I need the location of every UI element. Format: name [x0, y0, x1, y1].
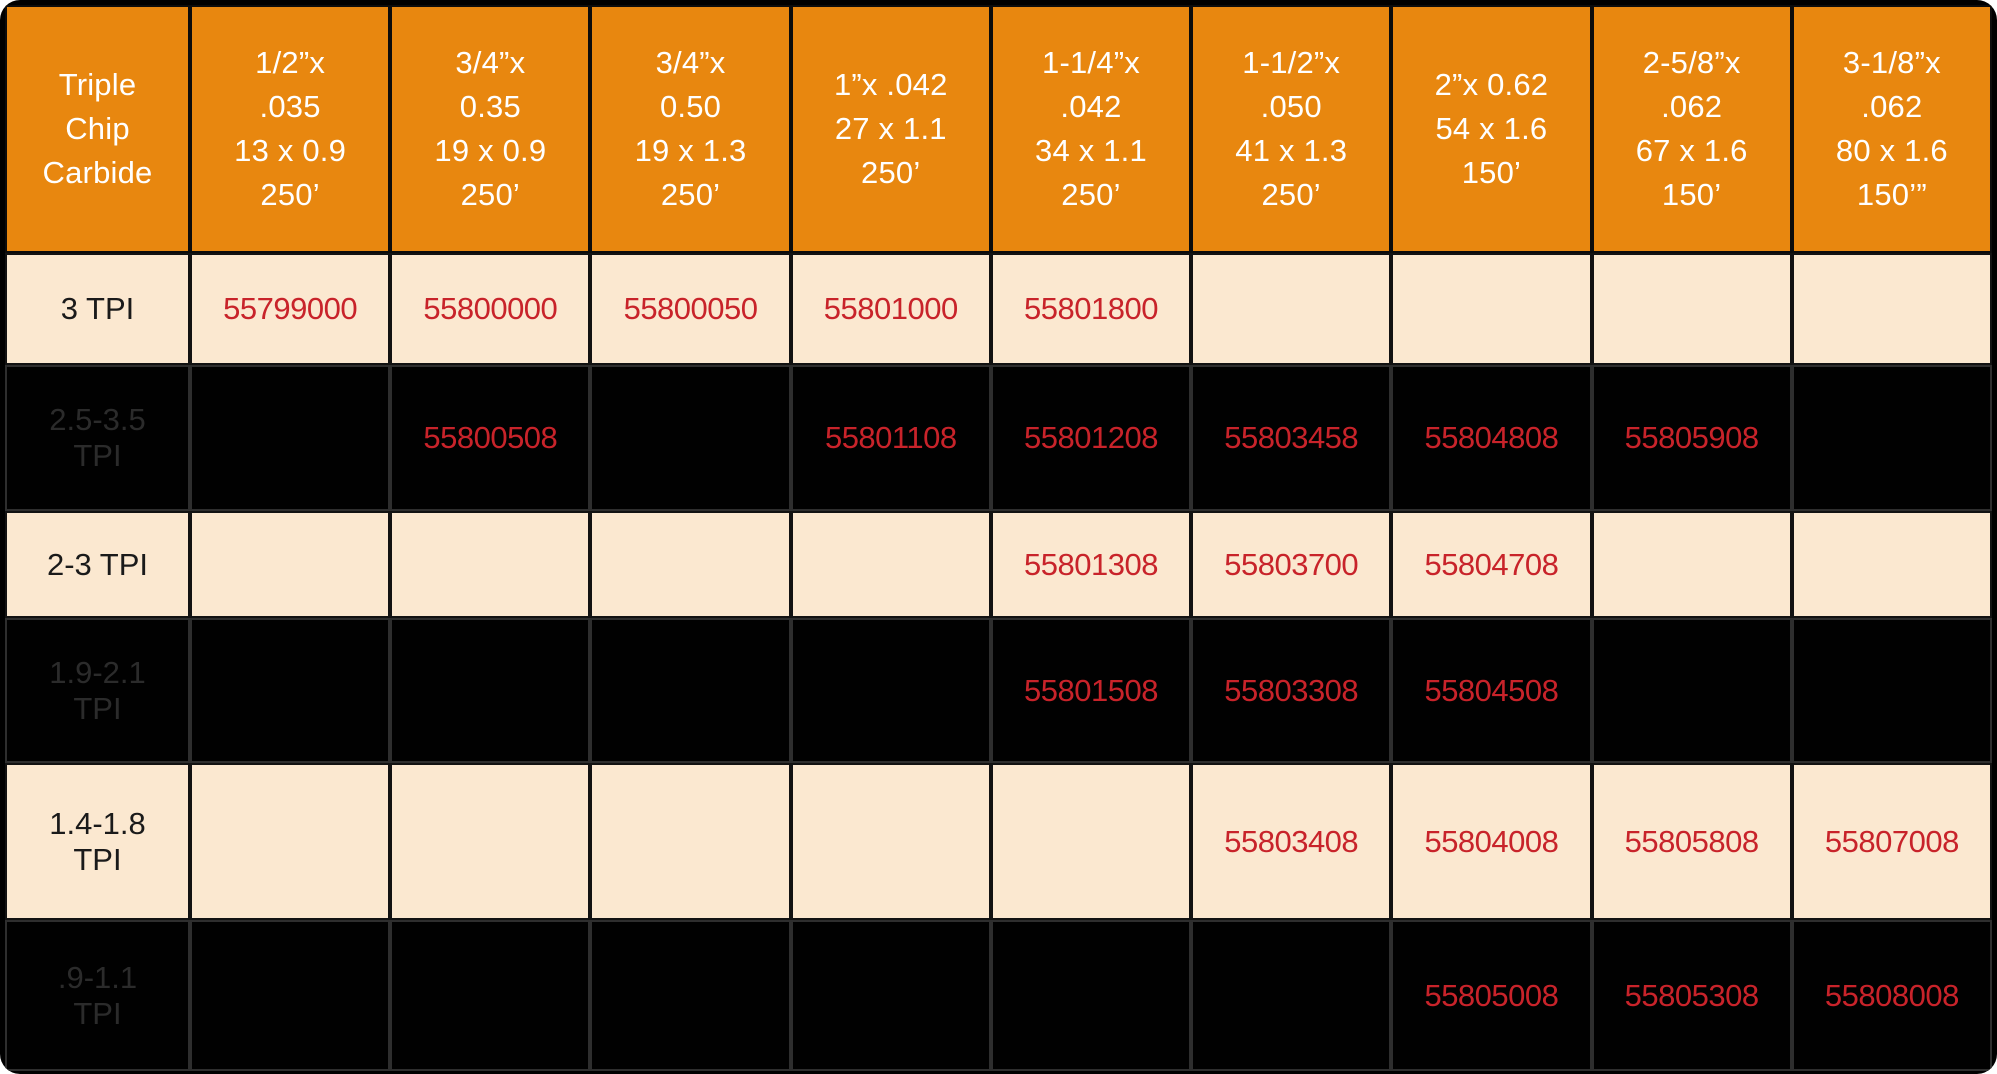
- part-number-cell: 55800000: [390, 253, 591, 365]
- part-number-cell: 55799000: [190, 253, 391, 365]
- part-number-cell: 55803408: [1191, 763, 1392, 920]
- part-number-cell: [1391, 253, 1592, 365]
- part-number-cell: [1791, 365, 1992, 511]
- part-number-cell: 55804008: [1391, 763, 1592, 920]
- part-number-cell: [1591, 511, 1792, 618]
- part-number-cell: [590, 763, 791, 920]
- part-number-cell: 55801000: [790, 253, 991, 365]
- tpi-row-label: 1.4-1.8 TPI: [5, 763, 190, 920]
- part-number-cell: [390, 763, 591, 920]
- part-number-cell: 55800508: [390, 365, 591, 511]
- part-number-cell: 55801508: [990, 618, 1192, 763]
- part-number-cell: 55803700: [1191, 511, 1392, 618]
- column-header-two-five-eighths: 2-5/8”x .062 67 x 1.6 150’: [1591, 5, 1792, 253]
- part-number-cell: [390, 920, 591, 1071]
- part-number-cell: [790, 618, 991, 763]
- part-number-cell: [1591, 618, 1792, 763]
- part-number-cell: 55805008: [1391, 920, 1592, 1071]
- part-number-cell: [1791, 511, 1992, 618]
- column-header-one-quarter-inch: 1-1/4”x .042 34 x 1.1 250’: [990, 5, 1192, 253]
- column-header-three-quarter-050: 3/4”x 0.50 19 x 1.3 250’: [590, 5, 791, 253]
- part-number-cell: [1791, 618, 1992, 763]
- table-body: 3 TPI 55799000 55800000 55800050 5580100…: [5, 253, 1992, 1071]
- part-number-cell: 55804708: [1391, 511, 1592, 618]
- part-number-cell: 55804808: [1391, 365, 1592, 511]
- part-number-cell: [990, 763, 1192, 920]
- part-number-cell: 55801308: [990, 511, 1192, 618]
- tpi-row-label: 2-3 TPI: [5, 511, 190, 618]
- part-number-cell: 55804508: [1391, 618, 1592, 763]
- part-number-cell: [790, 763, 991, 920]
- triple-chip-carbide-table: Triple Chip Carbide 1/2”x .035 13 x 0.9 …: [5, 5, 1992, 1071]
- part-number-cell: 55805308: [1591, 920, 1792, 1071]
- part-number-cell: [390, 618, 591, 763]
- part-number-cell: 55805808: [1591, 763, 1792, 920]
- column-header-one-half-inch: 1-1/2”x .050 41 x 1.3 250’: [1191, 5, 1392, 253]
- tpi-row-label: 2.5-3.5 TPI: [5, 365, 190, 511]
- part-number-cell: 55801800: [990, 253, 1192, 365]
- part-number-cell: [190, 365, 391, 511]
- part-number-cell: [190, 618, 391, 763]
- column-header-two-inch: 2”x 0.62 54 x 1.6 150’: [1391, 5, 1592, 253]
- tpi-row-2-3: 2-3 TPI 55801308 55803700 55804708: [5, 511, 1992, 618]
- part-number-cell: [190, 511, 391, 618]
- part-number-cell: 55801108: [790, 365, 991, 511]
- tpi-row-label: 3 TPI: [5, 253, 190, 365]
- part-number-cell: 55803308: [1191, 618, 1392, 763]
- part-number-cell: [990, 920, 1192, 1071]
- column-header-three-one-eighth: 3-1/8”x .062 80 x 1.6 150’”: [1791, 5, 1992, 253]
- tpi-row-0-9-1-1: .9-1.1 TPI 55805008 55805308 55808008: [5, 920, 1992, 1071]
- tpi-row-2-5-3-5: 2.5-3.5 TPI 55800508 55801108 55801208 5…: [5, 365, 1992, 511]
- part-number-cell: [1191, 920, 1392, 1071]
- part-number-cell: [1591, 253, 1792, 365]
- part-number-cell: [590, 365, 791, 511]
- table-header: Triple Chip Carbide 1/2”x .035 13 x 0.9 …: [5, 5, 1992, 253]
- part-number-cell: 55801208: [990, 365, 1192, 511]
- part-number-cell: [190, 763, 391, 920]
- header-row: Triple Chip Carbide 1/2”x .035 13 x 0.9 …: [5, 5, 1992, 253]
- part-number-cell: 55803458: [1191, 365, 1392, 511]
- part-number-cell: 55808008: [1791, 920, 1992, 1071]
- table-title-cell: Triple Chip Carbide: [5, 5, 190, 253]
- tpi-row-3: 3 TPI 55799000 55800000 55800050 5580100…: [5, 253, 1992, 365]
- part-number-cell: [590, 511, 791, 618]
- tpi-row-1-9-2-1: 1.9-2.1 TPI 55801508 55803308 55804508: [5, 618, 1992, 763]
- part-number-cell: [190, 920, 391, 1071]
- part-number-cell: [1791, 253, 1992, 365]
- part-number-cell: [590, 920, 791, 1071]
- part-number-cell: 55807008: [1791, 763, 1992, 920]
- part-number-cell: 55800050: [590, 253, 791, 365]
- part-number-cell: [1191, 253, 1392, 365]
- tpi-row-label: .9-1.1 TPI: [5, 920, 190, 1071]
- part-number-cell: [790, 920, 991, 1071]
- part-number-cell: [790, 511, 991, 618]
- part-number-cell: [590, 618, 791, 763]
- column-header-three-quarter-035: 3/4”x 0.35 19 x 0.9 250’: [390, 5, 591, 253]
- part-number-cell: 55805908: [1591, 365, 1792, 511]
- column-header-one-inch: 1”x .042 27 x 1.1 250’: [790, 5, 991, 253]
- tpi-row-label: 1.9-2.1 TPI: [5, 618, 190, 763]
- tpi-row-1-4-1-8: 1.4-1.8 TPI 55803408 55804008 55805808 5…: [5, 763, 1992, 920]
- part-number-cell: [390, 511, 591, 618]
- column-header-half-inch: 1/2”x .035 13 x 0.9 250’: [190, 5, 391, 253]
